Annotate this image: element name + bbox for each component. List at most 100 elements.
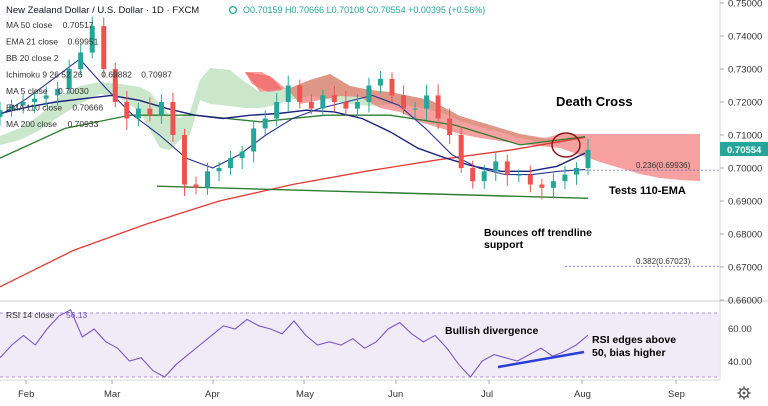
candle-body (112, 69, 118, 102)
trendline-support (156, 185, 589, 200)
candle-body (32, 98, 38, 102)
rsi-series (0, 309, 589, 378)
candle-body (216, 168, 222, 172)
candle-body (135, 108, 141, 119)
ema21-line (0, 58, 586, 176)
rsi-tick-40: 40.00 (728, 357, 752, 368)
candle-body (573, 168, 579, 175)
candle-body (527, 174, 533, 185)
cloud-bearish-area-2 (245, 72, 283, 92)
rsi-tick-60: 60.00 (728, 324, 752, 335)
legend-value: 0.69882 (101, 70, 132, 80)
candle-body (308, 102, 314, 109)
legend-value-2: 0.70987 (141, 70, 172, 80)
candle-body (274, 102, 280, 119)
legend-value: 0.70030 (58, 86, 89, 96)
candle-body (193, 184, 199, 188)
time-tick-label: Jun (388, 389, 403, 400)
price-tick-label: 0.75000 (728, 0, 762, 10)
candle-body (89, 26, 95, 53)
candle-body (181, 135, 187, 185)
gear-icon[interactable] (737, 386, 751, 400)
candle-body (481, 171, 487, 182)
market-status-icon (228, 5, 238, 15)
candle-body (251, 128, 257, 152)
axes: 0.75000 0.74000 0.73000 0.72000 0.71000 0.700… (18, 0, 762, 400)
price-tick-label: 0.72000 (728, 98, 762, 109)
symbol-title[interactable]: New Zealand Dollar / U.S. Dollar · 1D · … (6, 5, 199, 16)
candle-body (424, 95, 430, 109)
candle-body (550, 181, 556, 188)
candle-body (539, 184, 545, 188)
candle-body (354, 102, 360, 109)
candle-body (435, 95, 441, 119)
candle-body (170, 102, 176, 135)
cloud-bullish-area (0, 68, 560, 150)
candle-body (377, 78, 383, 86)
ma200-line (0, 136, 586, 288)
legend-label: EMA 110 close (6, 103, 62, 113)
ichimoku-cloud (0, 68, 700, 181)
price-tick-label: 0.70000 (728, 164, 762, 175)
death-cross-circle (551, 132, 581, 158)
legend-value: 0.70933 (68, 119, 99, 129)
price-tick-label: 0.68000 (728, 230, 762, 241)
rsi-legend-label[interactable]: RSI 14 close (6, 310, 54, 320)
legend-value: 0.70517 (63, 20, 94, 30)
time-tick-label: Feb (18, 389, 34, 400)
candle-body (447, 118, 453, 135)
candle-body (343, 102, 349, 109)
candle-body (297, 85, 303, 102)
fib-label: 0.236(0.69936) (636, 161, 691, 170)
time-tick-label: Aug (574, 389, 591, 400)
rsi-legend-value: 56.13 (66, 310, 88, 320)
fib-levels: 0.236(0.69936) 0.382(0.67023) (565, 161, 720, 267)
candles (0, 16, 591, 200)
candle-body (389, 78, 395, 96)
candle-body (366, 85, 372, 102)
candle-body (101, 26, 107, 70)
candle-body (20, 102, 26, 106)
ohlc-readout: O0.70159 H0.70666 L0.70108 C0.70554 +0.0… (243, 5, 485, 15)
bullish-divergence-line (497, 350, 585, 369)
price-tick-label: 0.73000 (728, 65, 762, 76)
death-cross-label: Death Cross (556, 94, 633, 109)
time-tick-label: Apr (205, 389, 220, 400)
time-tick-label: Mar (104, 389, 120, 400)
candle-body (504, 161, 510, 175)
price-tick-label: 0.66000 (728, 296, 762, 307)
bounce-label-line2: support (484, 239, 524, 251)
fib-label: 0.382(0.67023) (636, 257, 691, 266)
candle-body (262, 118, 268, 129)
tests-ema-label: Tests 110-EMA (609, 185, 686, 197)
legend-label: MA 50 close (6, 20, 53, 30)
candle-body (458, 135, 464, 168)
time-tick-label: Jul (481, 389, 493, 400)
legend-label: Ichimoku 9 26 52 26 (6, 70, 83, 80)
legend-label: EMA 21 close (6, 37, 58, 47)
rsi-note-line2: 50, bias higher (592, 347, 666, 359)
candle-body (401, 95, 407, 109)
price-tick-label: 0.74000 (728, 32, 762, 43)
legend-label: BB 20 close 2 (6, 53, 59, 63)
time-tick-label: Sep (668, 389, 685, 400)
bullish-divergence-label: Bullish divergence (445, 325, 539, 337)
candle-body (205, 171, 211, 188)
candle-body (320, 95, 326, 109)
candle-body (516, 174, 522, 176)
candle-body (66, 69, 72, 89)
candle-body (124, 102, 130, 119)
price-tick-label: 0.69000 (728, 197, 762, 208)
legend-value: 0.69951 (68, 37, 99, 47)
candle-body (9, 105, 15, 111)
candle-body (493, 161, 499, 172)
candle-body (228, 158, 234, 168)
candle-body (285, 85, 291, 102)
current-price-label: 0.70554 (727, 145, 762, 156)
candle-body (585, 149, 591, 168)
legend-label: MA 5 close (6, 86, 48, 96)
candle-body (78, 52, 84, 69)
ma50-line (0, 94, 586, 173)
candle-body (55, 88, 61, 96)
rsi-line (0, 309, 589, 378)
